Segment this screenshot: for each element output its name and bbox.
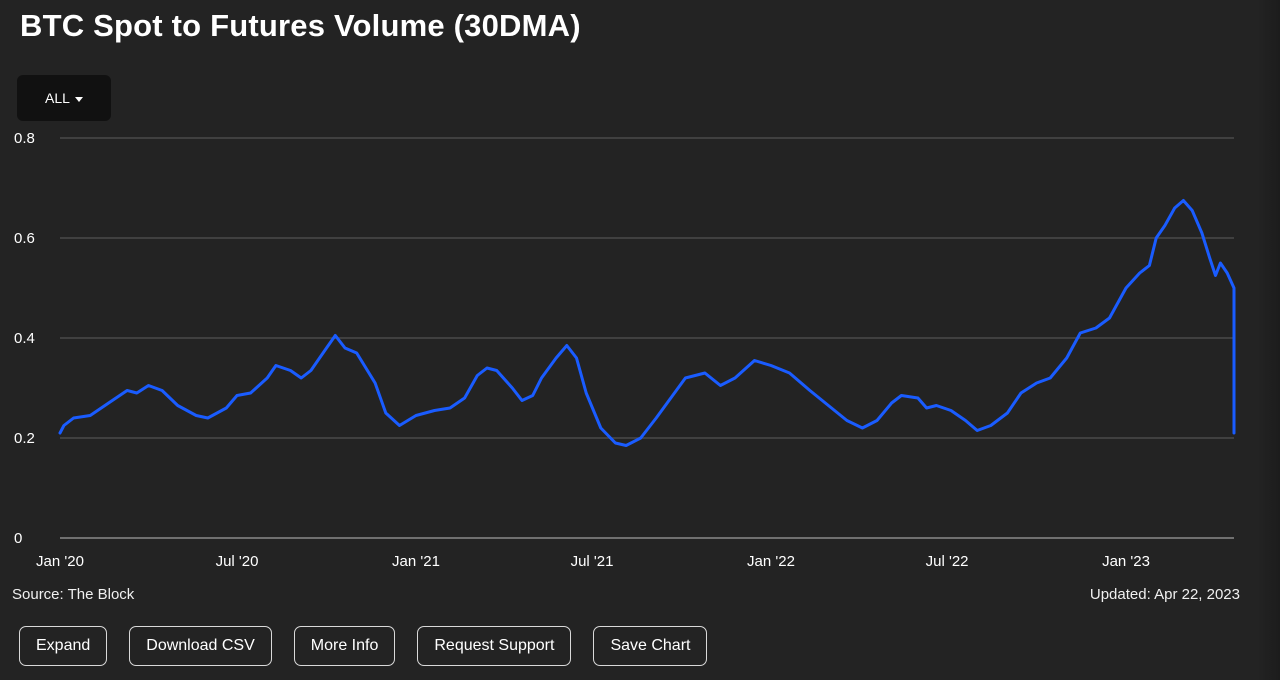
download-csv-button[interactable]: Download CSV — [129, 626, 272, 666]
x-tick-label: Jan '23 — [1102, 553, 1150, 570]
source-text: Source: The Block — [12, 586, 135, 603]
y-tick-label: 0 — [14, 530, 22, 547]
y-tick-label: 0.2 — [14, 430, 35, 447]
y-tick-label: 0.8 — [14, 130, 35, 147]
y-tick-label: 0.4 — [14, 330, 35, 347]
range-dropdown[interactable]: ALL — [17, 75, 111, 121]
caret-down-icon — [74, 96, 83, 102]
x-tick-label: Jul '21 — [571, 553, 614, 570]
updated-text: Updated: Apr 22, 2023 — [1089, 586, 1240, 603]
expand-button[interactable]: Expand — [19, 626, 108, 666]
x-tick-label: Jan '21 — [392, 553, 440, 570]
request-support-button[interactable]: Request Support — [417, 626, 572, 666]
series-line — [58, 199, 1236, 447]
x-tick-label: Jan '22 — [747, 553, 795, 570]
chart-actions: Expand Download CSV More Info Request Su… — [19, 626, 708, 666]
y-tick-label: 0.6 — [14, 230, 35, 247]
range-label: ALL — [45, 90, 70, 106]
x-tick-label: Jul '22 — [926, 553, 969, 570]
page-title: BTC Spot to Futures Volume (30DMA) — [20, 8, 581, 43]
side-panel-edge — [1258, 0, 1280, 680]
line-chart: 0 0.2 0.4 0.6 0.8 Jan '20 Jul '20 Jan '21 Jul '2… — [14, 130, 1236, 570]
save-chart-button[interactable]: Save Chart — [593, 626, 708, 666]
more-info-button[interactable]: More Info — [293, 626, 396, 666]
x-tick-label: Jul '20 — [216, 553, 259, 570]
x-tick-label: Jan '20 — [36, 553, 84, 570]
